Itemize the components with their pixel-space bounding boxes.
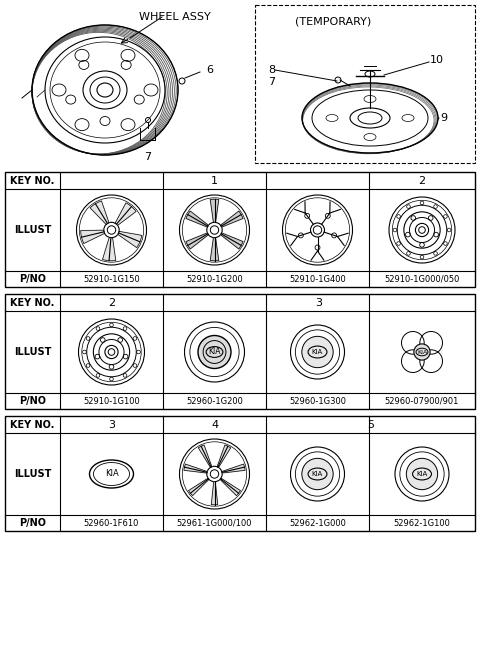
Text: KIA: KIA [312,349,323,355]
Polygon shape [222,464,245,473]
Text: 2: 2 [419,175,426,186]
Circle shape [302,458,333,490]
Circle shape [407,458,438,490]
Polygon shape [118,232,142,248]
Text: ILLUST: ILLUST [14,469,51,479]
Polygon shape [186,211,208,227]
Text: KIA: KIA [417,349,427,354]
Polygon shape [81,230,105,243]
Polygon shape [186,233,208,249]
Text: 52910-1G100: 52910-1G100 [83,396,140,405]
Polygon shape [210,237,219,261]
Text: 6: 6 [206,65,213,75]
Polygon shape [221,211,243,227]
Text: KEY NO.: KEY NO. [10,298,55,307]
Text: 52910-1G000/050: 52910-1G000/050 [384,275,460,283]
Polygon shape [90,201,109,224]
Circle shape [414,344,430,360]
Text: KEY NO.: KEY NO. [10,175,55,186]
Polygon shape [210,199,219,222]
Text: ILLUST: ILLUST [14,225,51,235]
Text: P/NO: P/NO [19,396,46,406]
Polygon shape [220,478,240,496]
Text: 52960-1F610: 52960-1F610 [84,519,139,528]
Text: 2: 2 [108,298,115,307]
Polygon shape [184,464,207,473]
Text: ILLUST: ILLUST [14,347,51,357]
Text: KIA: KIA [312,471,323,477]
Bar [255,5,475,163]
Text: KIA: KIA [105,470,119,479]
Polygon shape [217,445,231,468]
Text: KIA: KIA [416,471,428,477]
Circle shape [198,336,231,368]
Text: 52910-1G200: 52910-1G200 [186,275,243,283]
Bar [5,294,475,409]
Text: 4: 4 [211,419,218,430]
Text: (TEMPORARY): (TEMPORARY) [295,17,371,27]
Text: 1: 1 [211,175,218,186]
Text: 52960-1G200: 52960-1G200 [186,396,243,405]
Text: KEY NO.: KEY NO. [10,419,55,430]
Text: 9: 9 [440,113,447,123]
Text: 52962-1G100: 52962-1G100 [394,519,450,528]
Text: 52910-1G150: 52910-1G150 [83,275,140,283]
Text: 52961-1G000/100: 52961-1G000/100 [177,519,252,528]
Text: 7: 7 [144,152,152,162]
Text: 52962-1G000: 52962-1G000 [289,519,346,528]
Text: 8: 8 [268,65,275,75]
Text: KIA: KIA [208,347,221,356]
Text: P/NO: P/NO [19,518,46,528]
Text: 3: 3 [315,298,323,307]
Text: 10: 10 [430,55,444,65]
Text: WHEEL ASSY: WHEEL ASSY [139,12,211,22]
Bar [5,172,475,287]
Bar [5,416,475,531]
Text: 52960-1G300: 52960-1G300 [289,396,346,405]
Polygon shape [221,233,243,249]
Polygon shape [103,237,116,261]
Polygon shape [211,481,218,505]
Polygon shape [198,445,212,468]
Text: P/NO: P/NO [19,274,46,284]
Text: 3: 3 [108,419,115,430]
Circle shape [302,336,333,368]
Text: 7: 7 [268,77,275,87]
Text: 52960-07900/901: 52960-07900/901 [385,396,459,405]
Polygon shape [189,478,209,496]
Text: 5: 5 [367,419,374,430]
Polygon shape [115,203,136,226]
Text: 52910-1G400: 52910-1G400 [289,275,346,283]
